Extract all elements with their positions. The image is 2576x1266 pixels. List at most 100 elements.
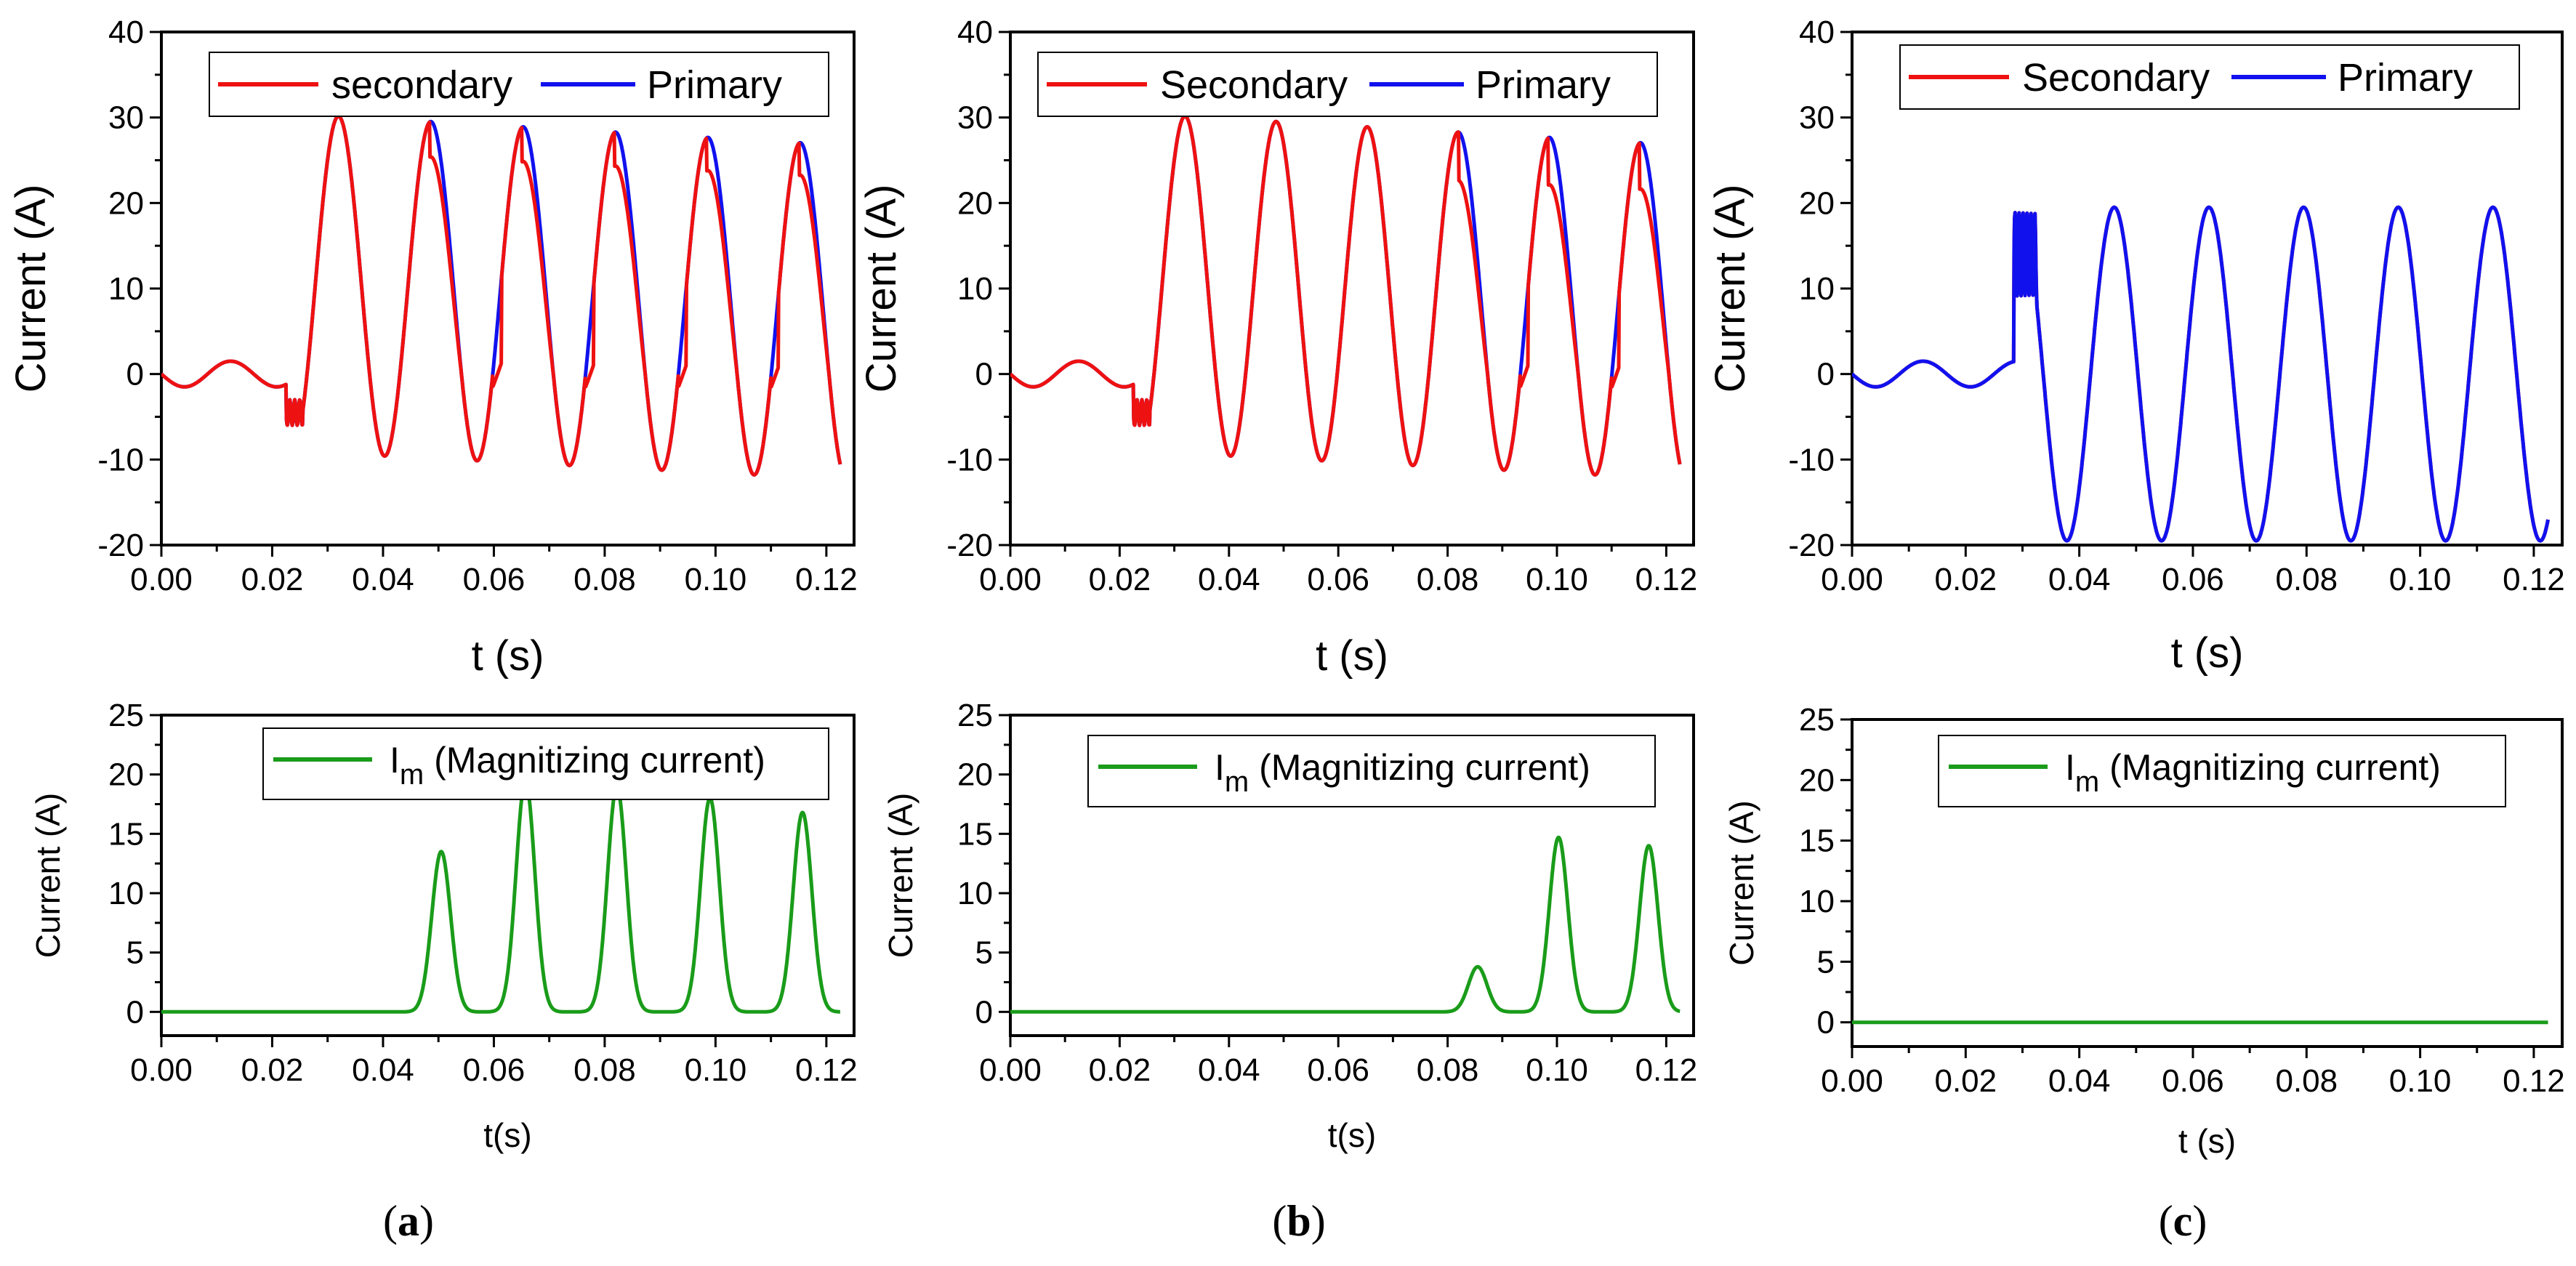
- legend-label-im-symbol: I: [390, 740, 400, 781]
- series-line-secondary: [1852, 205, 2550, 543]
- chart-a-top: 0.00 0.02 0.04 0.06 0.08 0.10 0.12 -20 -10 0 10 20 3…: [7, 15, 858, 680]
- y-tick-label: 0: [975, 994, 993, 1030]
- x-tick-label: 0.04: [2048, 562, 2111, 597]
- x-tick-label: 0.06: [463, 1052, 526, 1088]
- x-tick-label: 0.04: [352, 562, 414, 597]
- series-line-im-magnitizing-current-: [1010, 835, 1681, 1014]
- x-tick-label: 0.00: [130, 1052, 193, 1088]
- y-tick-label: 0: [126, 994, 144, 1030]
- x-tick-label: 0.12: [2503, 1063, 2565, 1099]
- y-tick-label: 40: [108, 15, 144, 50]
- plot-area: [1852, 205, 2550, 543]
- legend-label-im-text: (Magnitizing current): [1249, 747, 1590, 788]
- y-tick-label: 0: [126, 357, 144, 392]
- y-axis-title: Current (A): [1723, 800, 1760, 965]
- y-tick-label: -10: [1788, 442, 1835, 477]
- x-tick-label: 0.10: [1526, 1052, 1588, 1088]
- y-tick-label: 20: [957, 185, 993, 221]
- y-tick-label: 25: [957, 698, 993, 733]
- x-axis-title: t(s): [483, 1116, 531, 1154]
- y-tick-label: -20: [97, 528, 144, 563]
- y-tick-label: 30: [957, 100, 993, 136]
- legend-label-primary: Primary: [2338, 56, 2473, 100]
- y-tick-label: 40: [957, 15, 993, 50]
- x-tick-label: 0.04: [1198, 1052, 1260, 1088]
- x-tick-label: 0.04: [1198, 562, 1260, 597]
- y-tick-label: 10: [108, 876, 144, 911]
- x-tick-label: 0.00: [979, 1052, 1042, 1088]
- x-tick-label: 0.02: [241, 1052, 304, 1088]
- y-tick-label: 5: [975, 935, 993, 971]
- x-tick-label: 0.12: [795, 562, 858, 597]
- panel-label-c: (c): [2159, 1197, 2207, 1245]
- y-tick-label: -20: [1788, 528, 1835, 563]
- x-axis-title: t (s): [2178, 1122, 2236, 1160]
- legend: Im (Magnitizing current): [1938, 735, 2506, 807]
- x-tick-label: 0.10: [2389, 562, 2452, 597]
- panel-label-a: (a): [383, 1197, 434, 1245]
- legend-label-secondary: Secondary: [1160, 63, 1348, 107]
- plot-frame: [1009, 714, 1695, 1037]
- legend-label-secondary: secondary: [331, 63, 512, 107]
- y-tick-label: 10: [1799, 884, 1835, 919]
- y-tick-label: 20: [1799, 762, 1835, 798]
- x-tick-label: 0.12: [2503, 562, 2565, 597]
- y-tick-label: 10: [957, 271, 993, 307]
- plot-area: [1010, 114, 1682, 477]
- y-tick-label: 0: [1817, 357, 1835, 392]
- legend-label-primary: Primary: [647, 63, 782, 107]
- y-tick-label: -10: [97, 442, 144, 477]
- panel-label-b: (b): [1272, 1197, 1325, 1245]
- x-tick-label: 0.10: [2389, 1063, 2452, 1099]
- y-tick-label: 15: [957, 816, 993, 852]
- plot-area: [1010, 835, 1681, 1014]
- x-tick-label: 0.06: [1307, 1052, 1369, 1088]
- y-tick-label: 20: [957, 757, 993, 793]
- x-tick-label: 0.00: [130, 562, 193, 597]
- legend-label-im-text: (Magnitizing current): [424, 740, 765, 781]
- chart-a-bottom: 0.00 0.02 0.04 0.06 0.08 0.10 0.12 0 5 10 15 20 25 t(…: [29, 698, 858, 1154]
- x-tick-label: 0.12: [1635, 562, 1698, 597]
- legend-label-im: Im (Magnitizing current): [1215, 747, 1590, 798]
- x-tick-label: 0.02: [1089, 1052, 1151, 1088]
- y-tick-label: 40: [1799, 15, 1835, 50]
- x-tick-label: 0.10: [685, 562, 747, 597]
- x-tick-label: 0.08: [2275, 562, 2338, 597]
- legend-label-im-text: (Magnitizing current): [2099, 747, 2441, 788]
- y-tick-label: 15: [1799, 823, 1835, 859]
- chart-b-top: 0.00 0.02 0.04 0.06 0.08 0.10 0.12 -20 -10 0 10 20 3…: [858, 15, 1697, 680]
- legend-label-im-subscript: m: [2075, 766, 2099, 798]
- y-tick-label: 10: [108, 271, 144, 307]
- legend-label-im-symbol: I: [1215, 747, 1225, 788]
- chart-panels: 0.00 0.02 0.04 0.06 0.08 0.10 0.12 -20 -10 0 10 20 3…: [7, 15, 2565, 1160]
- x-tick-label: 0.08: [573, 1052, 636, 1088]
- x-tick-label: 0.06: [2162, 1063, 2224, 1099]
- legend-box: [262, 727, 829, 800]
- x-tick-label: 0.08: [573, 562, 636, 597]
- legend-label-im-symbol: I: [2065, 747, 2075, 788]
- legend: secondary Primary: [209, 52, 829, 117]
- y-tick-label: 25: [108, 698, 144, 733]
- legend-label-im-subscript: m: [1225, 766, 1249, 798]
- legend-label-im-subscript: m: [400, 759, 424, 791]
- x-tick-label: 0.08: [2275, 1063, 2338, 1099]
- y-tick-label: -10: [946, 442, 993, 477]
- y-tick-label: -20: [946, 528, 993, 563]
- series-line-primary: [1852, 205, 2550, 543]
- legend-label-im: Im (Magnitizing current): [390, 740, 765, 791]
- y-tick-label: 20: [108, 185, 144, 221]
- series-line-secondary: [1010, 114, 1682, 477]
- legend-label-primary: Primary: [1476, 63, 1611, 107]
- y-axis-title: Current (A): [882, 793, 919, 958]
- y-tick-label: 20: [1799, 185, 1835, 221]
- x-axis-title: t (s): [2171, 629, 2244, 677]
- x-tick-label: 0.12: [795, 1052, 858, 1088]
- x-tick-label: 0.08: [1417, 562, 1479, 597]
- y-tick-label: 15: [108, 816, 144, 852]
- x-tick-label: 0.12: [1635, 1052, 1698, 1088]
- y-tick-label: 5: [1817, 944, 1835, 980]
- legend: Secondary Primary: [1037, 52, 1658, 117]
- x-tick-label: 0.10: [1526, 562, 1588, 597]
- legend: Secondary Primary: [1899, 44, 2520, 110]
